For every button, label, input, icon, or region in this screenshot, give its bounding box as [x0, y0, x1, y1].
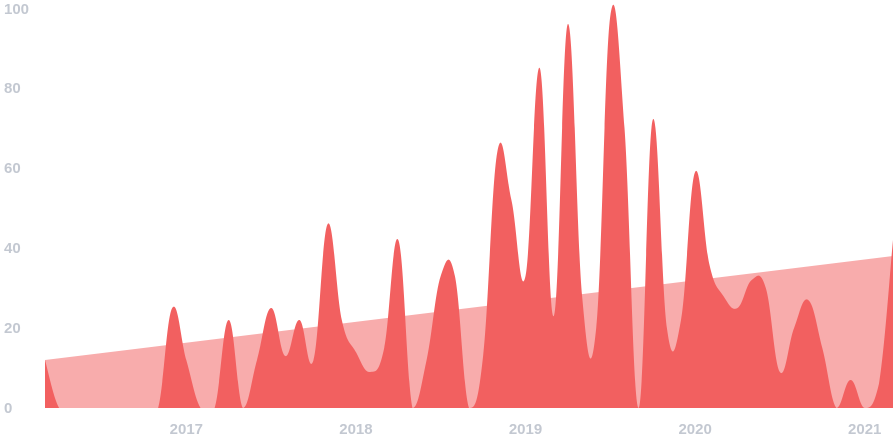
y-tick-label: 0	[4, 400, 12, 417]
y-tick-label: 20	[4, 320, 21, 337]
x-tick-label: 2021	[848, 421, 881, 438]
y-tick-label: 60	[4, 160, 21, 177]
x-tick-label: 2017	[170, 421, 203, 438]
y-axis-ticks: 0 20 40 60 80 100	[4, 1, 29, 417]
x-axis-ticks: 2017 2018 2019 2020 2021	[170, 421, 882, 438]
x-tick-label: 2020	[678, 421, 711, 438]
activity-area	[45, 4, 893, 409]
x-tick-label: 2019	[509, 421, 542, 438]
y-tick-label: 80	[4, 80, 21, 97]
y-tick-label: 100	[4, 1, 29, 18]
x-tick-label: 2018	[339, 421, 372, 438]
y-tick-label: 40	[4, 240, 21, 257]
activity-area-shape	[45, 4, 893, 409]
